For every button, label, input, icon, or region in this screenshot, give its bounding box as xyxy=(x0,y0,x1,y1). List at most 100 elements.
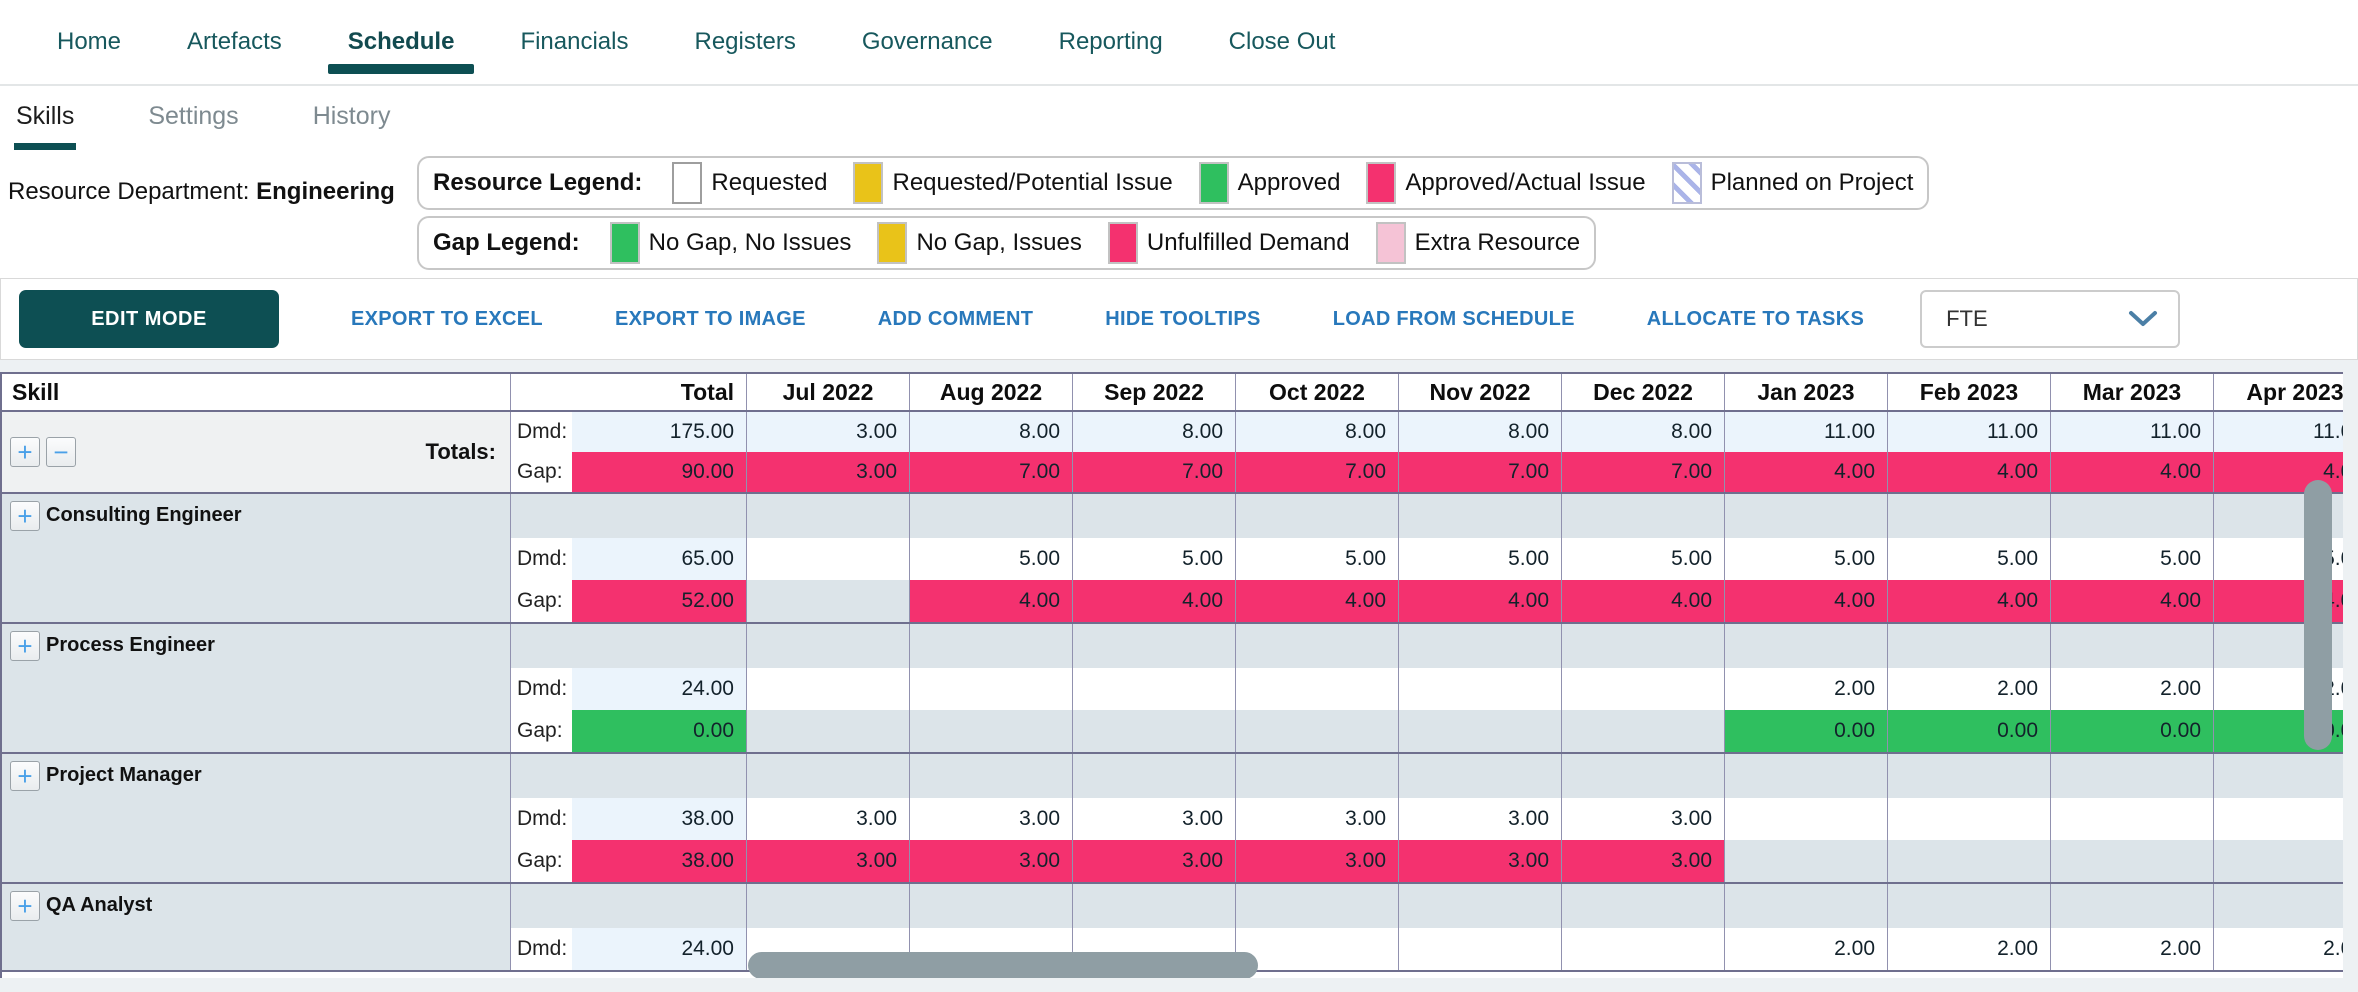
dmd-month-cell[interactable]: 5.00 xyxy=(1235,538,1398,580)
skill-header-month-spacer xyxy=(1561,494,1724,538)
gap-legend-item: No Gap, Issues xyxy=(877,222,1082,264)
column-header-month: Oct 2022 xyxy=(1235,374,1398,410)
dmd-month-cell[interactable]: 3.00 xyxy=(909,798,1072,840)
dmd-month-cell[interactable] xyxy=(1561,668,1724,710)
nav-item-home[interactable]: Home xyxy=(57,28,122,55)
dmd-month-cell[interactable]: 2.00 xyxy=(1724,928,1887,970)
totals-gap-month-cell: 7.00 xyxy=(1072,452,1235,492)
nav-item-schedule[interactable]: Schedule xyxy=(327,28,475,74)
nav-item-registers[interactable]: Registers xyxy=(694,28,796,55)
dmd-month-cell[interactable]: 3.00 xyxy=(746,798,909,840)
column-header-month: Feb 2023 xyxy=(1887,374,2050,410)
expand-skill-button[interactable]: + xyxy=(10,501,40,531)
gap-month-cell: 3.00 xyxy=(1398,840,1561,882)
dmd-month-cell[interactable] xyxy=(1072,668,1235,710)
skill-header-month-spacer xyxy=(1724,754,1887,798)
skill-name-cell: + Consulting Engineer xyxy=(2,494,510,622)
dmd-month-cell[interactable]: 2.00 xyxy=(1887,928,2050,970)
totals-gap-month-cell: 4.00 xyxy=(2050,452,2213,492)
allocate-to-tasks-button[interactable]: ALLOCATE TO TASKS xyxy=(1646,307,1865,330)
expand-skill-button[interactable]: + xyxy=(10,891,40,921)
skill-header-month-spacer xyxy=(2050,624,2213,668)
dmd-month-cell[interactable]: 2.00 xyxy=(2213,928,2343,970)
nav-item-close-out[interactable]: Close Out xyxy=(1228,28,1336,55)
gap-month-cell xyxy=(1561,710,1724,752)
expand-skill-button[interactable]: + xyxy=(10,631,40,661)
hide-tooltips-button[interactable]: HIDE TOOLTIPS xyxy=(1105,307,1261,330)
dmd-month-cell[interactable]: 2.00 xyxy=(1887,668,2050,710)
gap-row-label: Gap: xyxy=(510,710,572,752)
dmd-month-cell[interactable] xyxy=(1724,798,1887,840)
gap-month-cell: 0.00 xyxy=(1887,710,2050,752)
dmd-month-cell[interactable] xyxy=(746,668,909,710)
dmd-month-cell[interactable] xyxy=(1398,668,1561,710)
fte-dropdown[interactable]: FTE xyxy=(1920,290,2181,348)
skill-header-month-spacer xyxy=(1561,624,1724,668)
dmd-month-cell[interactable] xyxy=(1235,668,1398,710)
skill-header-month-spacer xyxy=(1072,884,1235,928)
skill-header-month-spacer xyxy=(1887,624,2050,668)
skill-header-month-spacer xyxy=(1072,494,1235,538)
gap-month-cell: 3.00 xyxy=(1072,840,1235,882)
dmd-month-cell[interactable]: 5.00 xyxy=(1887,538,2050,580)
skill-header-month-spacer xyxy=(1887,884,2050,928)
resource-legend-title: Resource Legend: xyxy=(433,169,643,196)
dmd-month-cell[interactable]: 3.00 xyxy=(1398,798,1561,840)
nav-item-reporting[interactable]: Reporting xyxy=(1058,28,1163,55)
dmd-month-cell[interactable] xyxy=(2213,798,2343,840)
add-comment-button[interactable]: ADD COMMENT xyxy=(877,307,1034,330)
expand-all-button[interactable]: + xyxy=(10,437,40,467)
dmd-month-cell[interactable] xyxy=(1398,928,1561,970)
dmd-month-cell[interactable] xyxy=(1561,928,1724,970)
tab-settings[interactable]: Settings xyxy=(148,102,239,130)
gap-month-cell: 4.00 xyxy=(2050,580,2213,622)
yellow-swatch-icon xyxy=(877,222,908,264)
export-to-image-button[interactable]: EXPORT TO IMAGE xyxy=(614,307,806,330)
dmd-month-cell[interactable] xyxy=(746,538,909,580)
vertical-scrollbar-thumb[interactable] xyxy=(2304,480,2332,750)
dmd-month-cell[interactable]: 5.00 xyxy=(1724,538,1887,580)
skill-header-month-spacer xyxy=(1398,494,1561,538)
nav-item-financials[interactable]: Financials xyxy=(520,28,629,55)
dmd-month-cell[interactable]: 5.00 xyxy=(1072,538,1235,580)
skill-section-project-manager: + Project Manager Dmd: 38.00 3.00 3.00 3.00 3.0… xyxy=(2,754,2343,884)
gap-month-cell: 3.00 xyxy=(1235,840,1398,882)
skill-header-month-spacer xyxy=(2050,754,2213,798)
column-header-month: Jan 2023 xyxy=(1724,374,1887,410)
dmd-month-cell[interactable]: 5.00 xyxy=(1398,538,1561,580)
grid-header-row: Skill Total Jul 2022 Aug 2022 Sep 2022 Oct 20… xyxy=(2,374,2343,412)
skill-header-month-spacer xyxy=(2213,754,2343,798)
dmd-month-cell[interactable]: 5.00 xyxy=(909,538,1072,580)
totals-dmd-month-cell: 8.00 xyxy=(1235,412,1398,452)
edit-mode-button[interactable]: EDIT MODE xyxy=(19,290,279,348)
tab-skills[interactable]: Skills xyxy=(14,96,77,150)
nav-item-artefacts[interactable]: Artefacts xyxy=(187,28,282,55)
load-from-schedule-button[interactable]: LOAD FROM SCHEDULE xyxy=(1332,307,1575,330)
dmd-row-label: Dmd: xyxy=(510,668,572,710)
dmd-month-cell[interactable] xyxy=(1235,928,1398,970)
horizontal-scrollbar-thumb[interactable] xyxy=(748,952,1258,978)
dmd-month-cell[interactable]: 5.00 xyxy=(1561,538,1724,580)
dmd-month-cell[interactable]: 3.00 xyxy=(1235,798,1398,840)
column-header-skill: Skill xyxy=(12,378,60,405)
dmd-month-cell[interactable] xyxy=(909,668,1072,710)
dmd-month-cell[interactable] xyxy=(1887,798,2050,840)
nav-item-governance[interactable]: Governance xyxy=(861,28,993,55)
skill-header-month-spacer xyxy=(746,494,909,538)
dmd-month-cell[interactable]: 2.00 xyxy=(2050,668,2213,710)
dmd-month-cell[interactable]: 2.00 xyxy=(1724,668,1887,710)
collapse-all-button[interactable]: − xyxy=(46,437,76,467)
dmd-month-cell[interactable]: 3.00 xyxy=(1561,798,1724,840)
skill-header-month-spacer xyxy=(909,624,1072,668)
tab-history[interactable]: History xyxy=(312,102,391,130)
column-header-month: Dec 2022 xyxy=(1561,374,1724,410)
skill-name: Project Manager xyxy=(46,764,202,786)
dmd-month-cell[interactable]: 5.00 xyxy=(2050,538,2213,580)
skill-header-month-spacer xyxy=(1398,884,1561,928)
legend-item-label: Requested xyxy=(711,169,828,196)
export-to-excel-button[interactable]: EXPORT TO EXCEL xyxy=(351,307,543,330)
expand-skill-button[interactable]: + xyxy=(10,761,40,791)
dmd-month-cell[interactable] xyxy=(2050,798,2213,840)
dmd-month-cell[interactable]: 2.00 xyxy=(2050,928,2213,970)
dmd-month-cell[interactable]: 3.00 xyxy=(1072,798,1235,840)
